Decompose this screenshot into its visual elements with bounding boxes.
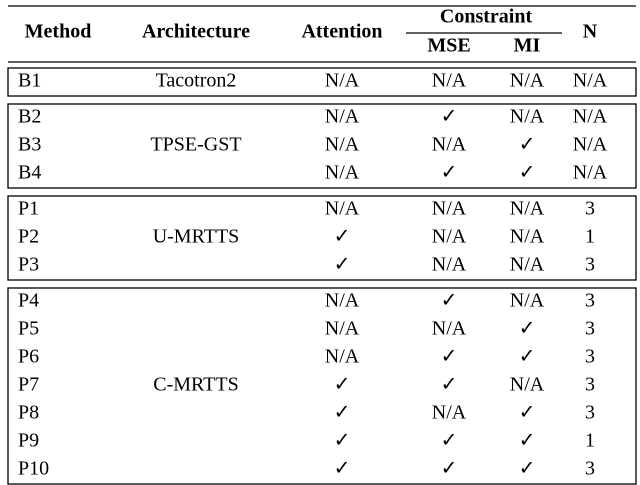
method-cell: P3 bbox=[18, 254, 39, 276]
cell: ✓ bbox=[441, 290, 458, 312]
cell: N/A bbox=[432, 402, 467, 424]
cell: N/A bbox=[510, 290, 545, 312]
cell: N/A bbox=[510, 70, 545, 92]
cell: N/A bbox=[510, 198, 545, 220]
method-cell: P9 bbox=[18, 430, 39, 452]
cell: ✓ bbox=[441, 374, 458, 396]
cell: ✓ bbox=[519, 458, 536, 480]
cell: N/A bbox=[573, 134, 608, 156]
header-cell: Constraint bbox=[440, 6, 533, 28]
cell: ✓ bbox=[519, 430, 536, 452]
group-box bbox=[7, 67, 637, 97]
cell: N/A bbox=[510, 226, 545, 248]
cell: 3 bbox=[585, 346, 595, 368]
header-cell: Architecture bbox=[142, 21, 250, 43]
cell: N/A bbox=[325, 346, 360, 368]
header-cell: N bbox=[583, 21, 598, 43]
cell: ✓ bbox=[334, 402, 351, 424]
cell: ✓ bbox=[441, 162, 458, 184]
cell: 3 bbox=[585, 458, 595, 480]
cell: ✓ bbox=[334, 374, 351, 396]
cell: 3 bbox=[585, 290, 595, 312]
architecture-cell: TPSE-GST bbox=[150, 134, 241, 156]
cell: ✓ bbox=[519, 134, 536, 156]
method-cell: P7 bbox=[18, 374, 39, 396]
method-cell: B3 bbox=[18, 134, 41, 156]
cell: ✓ bbox=[519, 318, 536, 340]
cell: 1 bbox=[585, 430, 595, 452]
header-cell: Method bbox=[25, 21, 92, 43]
cell: N/A bbox=[573, 162, 608, 184]
group-box bbox=[7, 103, 637, 189]
cell: N/A bbox=[432, 254, 467, 276]
cell: 3 bbox=[585, 402, 595, 424]
method-cell: P5 bbox=[18, 318, 39, 340]
cell: ✓ bbox=[519, 402, 536, 424]
cell: N/A bbox=[432, 226, 467, 248]
cell: N/A bbox=[325, 198, 360, 220]
architecture-cell: Tacotron2 bbox=[156, 70, 237, 92]
cell: ✓ bbox=[441, 458, 458, 480]
cell: N/A bbox=[573, 70, 608, 92]
cell: N/A bbox=[325, 106, 360, 128]
header-cell: MI bbox=[514, 35, 541, 57]
cell: N/A bbox=[325, 70, 360, 92]
group-box bbox=[7, 195, 637, 281]
cell: 3 bbox=[585, 318, 595, 340]
cell: N/A bbox=[432, 318, 467, 340]
cell: N/A bbox=[325, 162, 360, 184]
cell: ✓ bbox=[519, 346, 536, 368]
method-cell: B2 bbox=[18, 106, 41, 128]
cell: N/A bbox=[510, 254, 545, 276]
header-cell: MSE bbox=[427, 35, 470, 57]
architecture-cell: C-MRTTS bbox=[153, 374, 238, 396]
method-cell: P6 bbox=[18, 346, 39, 368]
method-cell: B1 bbox=[18, 70, 41, 92]
architecture-cell: U-MRTTS bbox=[153, 226, 240, 248]
method-cell: P1 bbox=[18, 198, 39, 220]
cell: N/A bbox=[432, 134, 467, 156]
cell: ✓ bbox=[441, 106, 458, 128]
cell: 3 bbox=[585, 374, 595, 396]
header-cell: Attention bbox=[301, 21, 382, 43]
group-box bbox=[7, 287, 637, 485]
cell: N/A bbox=[432, 70, 467, 92]
cell: ✓ bbox=[441, 346, 458, 368]
cell: N/A bbox=[573, 106, 608, 128]
method-cell: P4 bbox=[18, 290, 39, 312]
cell: ✓ bbox=[441, 430, 458, 452]
method-cell: P10 bbox=[18, 458, 49, 480]
cell: N/A bbox=[325, 134, 360, 156]
cell: 1 bbox=[585, 226, 595, 248]
cell: 3 bbox=[585, 254, 595, 276]
method-cell: P8 bbox=[18, 402, 39, 424]
method-cell: B4 bbox=[18, 162, 41, 184]
cell: N/A bbox=[510, 106, 545, 128]
cell: ✓ bbox=[334, 430, 351, 452]
cell: N/A bbox=[510, 374, 545, 396]
cell: ✓ bbox=[334, 226, 351, 248]
cell: N/A bbox=[432, 198, 467, 220]
cell: 3 bbox=[585, 198, 595, 220]
cell: ✓ bbox=[334, 458, 351, 480]
method-cell: P2 bbox=[18, 226, 39, 248]
cell: N/A bbox=[325, 290, 360, 312]
cell: ✓ bbox=[334, 254, 351, 276]
cell: ✓ bbox=[519, 162, 536, 184]
cell: N/A bbox=[325, 318, 360, 340]
